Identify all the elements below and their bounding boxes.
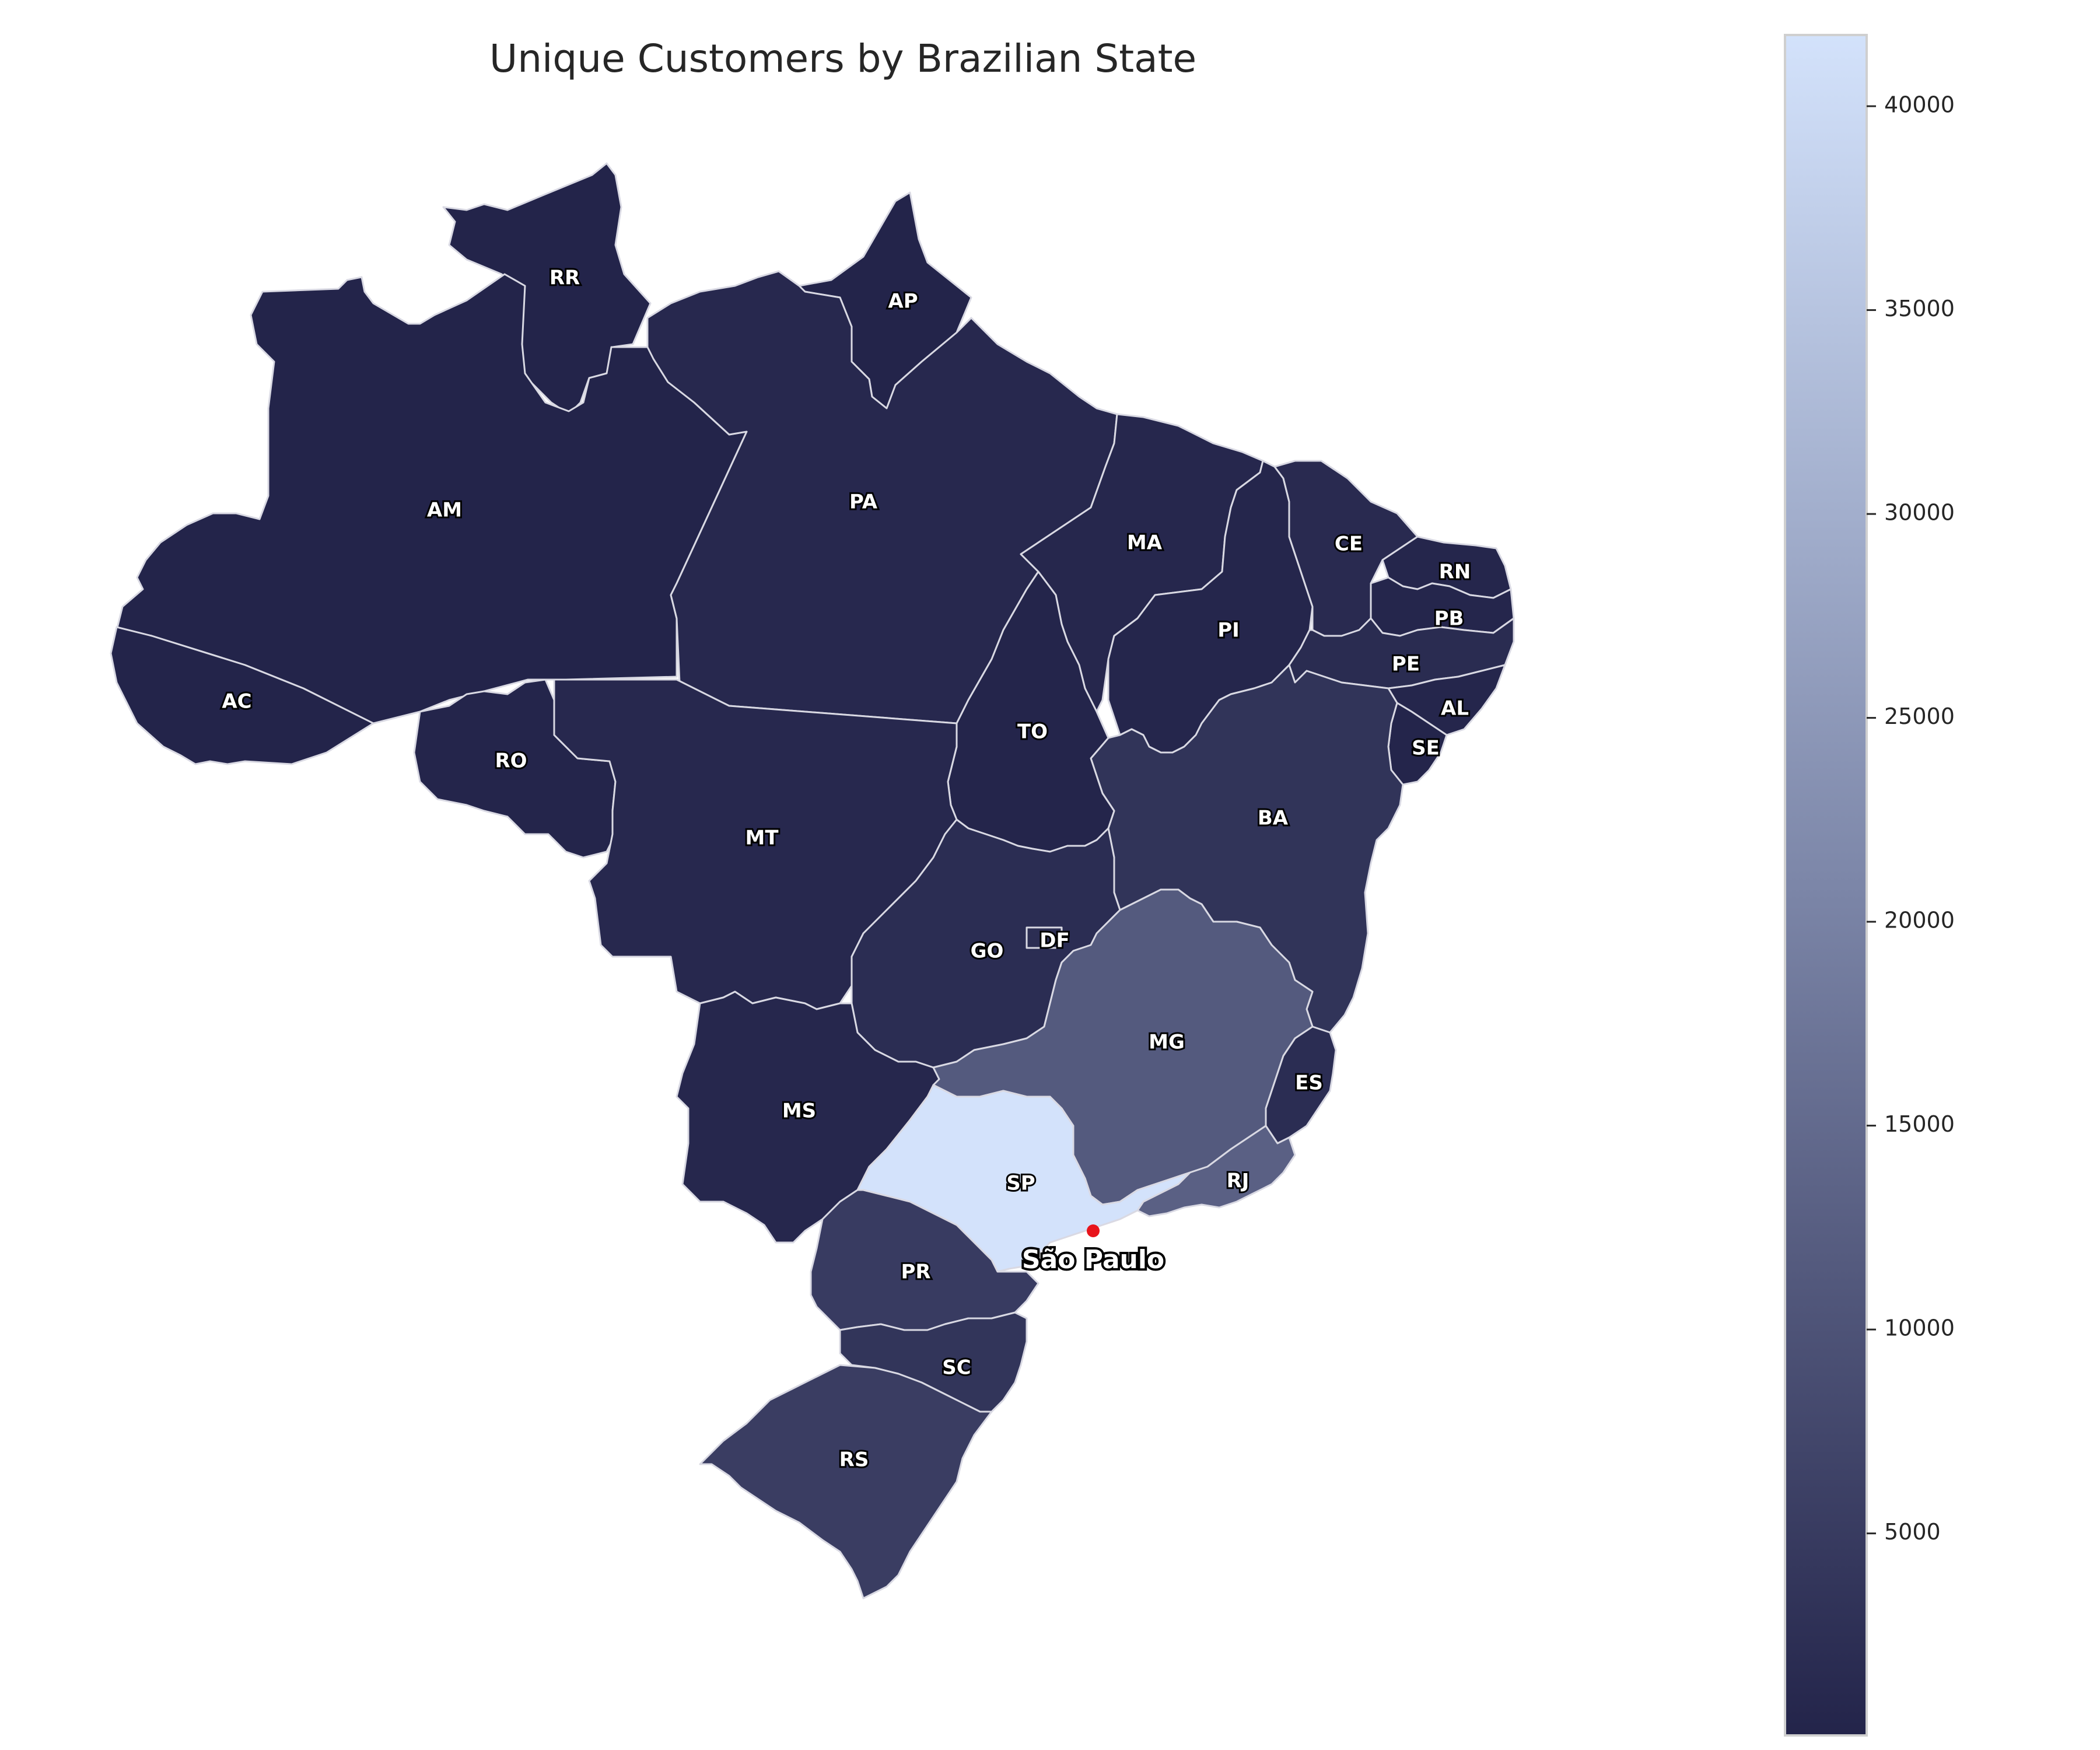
state-label-MS: MS <box>782 1100 816 1123</box>
state-label-PB: PB <box>1434 607 1464 631</box>
state-label-AC: AC <box>222 690 251 713</box>
state-label-SP: SP <box>1006 1172 1035 1195</box>
state-label-RO: RO <box>495 750 527 773</box>
state-label-MT: MT <box>745 827 779 850</box>
state-label-BA: BA <box>1258 807 1289 830</box>
colorbar: 5000 10000 15000 20000 25000 30000 35000 40000 <box>1784 34 1955 1737</box>
colorbar-tick-label: 5000 <box>1884 1519 1941 1545</box>
state-AC[interactable] <box>110 626 374 765</box>
state-label-SC: SC <box>942 1356 971 1380</box>
state-label-AL: AL <box>1441 697 1469 720</box>
state-PA[interactable] <box>646 270 1118 724</box>
colorbar-tick-label: 35000 <box>1884 296 1955 321</box>
state-label-TO: TO <box>1017 720 1048 744</box>
state-label-RR: RR <box>550 267 580 290</box>
state-RJ[interactable] <box>1136 1125 1296 1217</box>
state-label-PI: PI <box>1217 619 1240 642</box>
colorbar-tick-label: 10000 <box>1884 1315 1955 1341</box>
state-RS[interactable] <box>699 1364 993 1600</box>
sao-paulo-label: São Paulo <box>1022 1245 1164 1275</box>
state-label-GO: GO <box>971 940 1004 963</box>
state-PR[interactable] <box>810 1189 1040 1331</box>
colorbar-tick-label: 20000 <box>1884 908 1955 933</box>
state-DF[interactable] <box>1026 926 1063 949</box>
state-label-PE: PE <box>1392 653 1420 676</box>
state-label-RS: RS <box>839 1448 869 1472</box>
state-label-RN: RN <box>1439 561 1471 584</box>
sao-paulo-marker <box>1087 1224 1100 1237</box>
state-label-AP: AP <box>888 290 918 313</box>
map-title: Unique Customers by Brazilian State <box>489 36 1197 81</box>
state-label-AM: AM <box>427 499 462 522</box>
colorbar-tick-label: 40000 <box>1884 92 1955 118</box>
colorbar-tick-label: 15000 <box>1884 1111 1955 1137</box>
colorbar-tick-label: 25000 <box>1884 704 1955 729</box>
state-label-CE: CE <box>1335 533 1363 556</box>
colorbar-gradient <box>1784 34 1868 1737</box>
state-label-SE: SE <box>1412 737 1440 760</box>
state-label-MG: MG <box>1149 1031 1185 1054</box>
state-label-RJ: RJ <box>1227 1170 1250 1193</box>
state-label-DF: DF <box>1040 929 1069 953</box>
state-label-ES: ES <box>1295 1072 1323 1095</box>
colorbar-tick-label: 30000 <box>1884 500 1955 526</box>
state-label-MA: MA <box>1127 531 1163 555</box>
state-label-PR: PR <box>901 1261 930 1284</box>
state-label-PA: PA <box>849 491 878 514</box>
